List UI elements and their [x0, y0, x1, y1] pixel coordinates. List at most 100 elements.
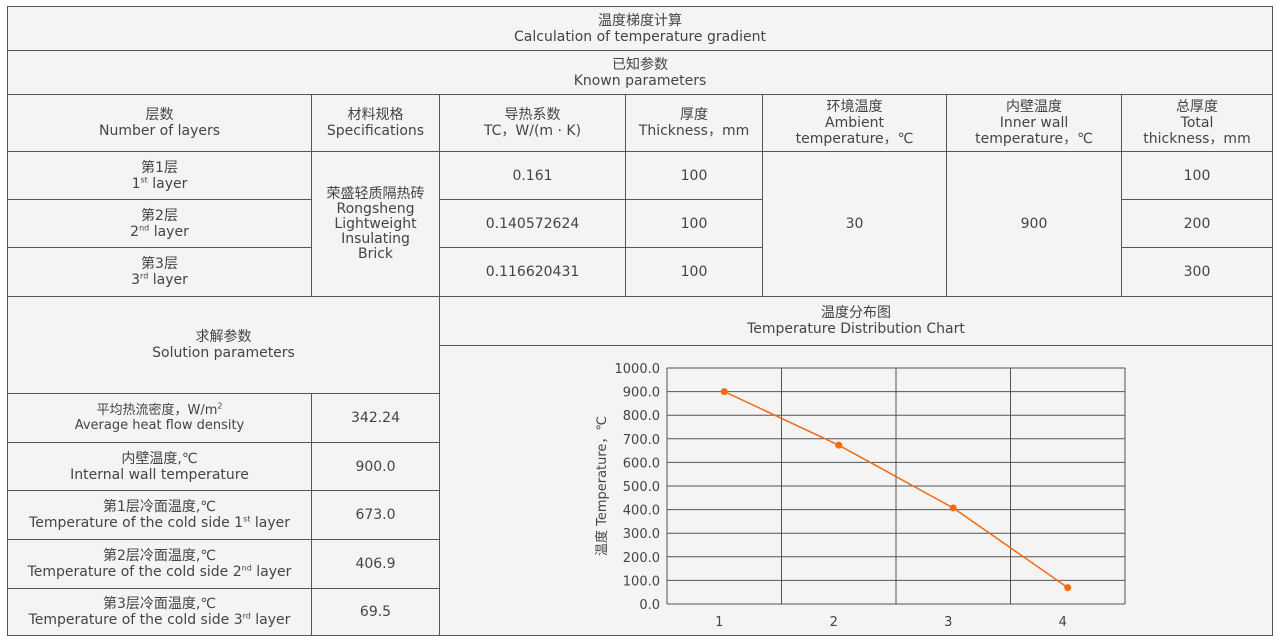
solution-label: 第2层冷面温度,℃ Temperature of the cold side 2n… — [7, 539, 312, 589]
solution-label-zh: 内壁温度,℃ — [121, 450, 198, 467]
layer-sup: st — [140, 174, 148, 184]
header-en: Thickness，mm — [638, 123, 750, 139]
header-ambient: 环境温度 Ambient temperature，℃ — [762, 94, 947, 152]
material-en: Lightweight — [334, 215, 417, 232]
header-zh: 内壁温度 — [1006, 99, 1062, 115]
material-zh: 荣盛轻质隔热砖 — [326, 185, 425, 202]
header-zh: 总厚度 — [1176, 99, 1218, 115]
label-en-tail: layer — [254, 515, 290, 531]
header-en2: temperature，℃ — [975, 131, 1093, 147]
layer-num: 3 — [131, 272, 141, 288]
solution-label-zh: 第1层冷面温度,℃ — [102, 499, 217, 515]
layer-label: 第1层 1st layer — [7, 151, 312, 200]
tc-cell: 0.161 — [439, 151, 626, 200]
header-en2: temperature，℃ — [795, 131, 914, 147]
header-zh: 材料规格 — [347, 107, 404, 123]
solution-value: 342.24 — [311, 393, 440, 443]
label-en-tail: layer — [255, 612, 291, 628]
solution-label-zh: 第2层冷面温度,℃ — [102, 548, 217, 564]
layer-label: 第2层 2nd layer — [7, 199, 312, 248]
layer-word: layer — [153, 223, 189, 240]
solution-label-en: Temperature of the cold side 1st layer — [29, 515, 290, 531]
solution-label: 第3层冷面温度,℃ Temperature of the cold side 3r… — [7, 588, 312, 636]
solution-label-en: Temperature of the cold side 2nd layer — [28, 564, 292, 580]
layer-num: 1 — [131, 175, 141, 192]
header-en2: thickness，mm — [1143, 131, 1251, 147]
header-en: Inner wall — [999, 115, 1069, 131]
layer-word: layer — [152, 272, 188, 288]
layer-num: 2 — [130, 223, 140, 240]
known-en: Known parameters — [573, 72, 707, 89]
solution-label-en: Average heat flow density — [74, 418, 245, 433]
header-en: TC，W/(m · K) — [483, 123, 582, 139]
layer-sup: rd — [140, 271, 149, 281]
layer-sup: nd — [139, 222, 150, 232]
tc-cell: 0.116620431 — [439, 247, 626, 297]
label-sup: nd — [241, 563, 252, 573]
label-sup: rd — [242, 611, 251, 621]
solution-heading: 求解参数 Solution parameters — [7, 296, 440, 394]
header-zh: 导热系数 — [504, 107, 561, 123]
total-cell: 200 — [1121, 199, 1273, 248]
solution-label-en: Internal wall temperature — [70, 466, 249, 483]
known-zh: 已知参数 — [612, 56, 668, 73]
layer-en: 2nd layer — [130, 222, 189, 240]
header-zh: 厚度 — [680, 107, 708, 123]
tc-cell: 0.140572624 — [439, 199, 626, 248]
header-specifications: 材料规格 Specifications — [311, 94, 440, 152]
thickness-cell: 100 — [625, 151, 763, 200]
header-zh: 层数 — [145, 107, 174, 123]
solution-zh: 求解参数 — [195, 329, 252, 345]
header-tc: 导热系数 TC，W/(m · K) — [439, 94, 626, 152]
header-thickness: 厚度 Thickness，mm — [625, 94, 763, 152]
label-zh-text: 平均热流密度，W/m — [96, 403, 218, 418]
solution-value: 673.0 — [311, 490, 440, 540]
title-en: Calculation of temperature gradient — [514, 28, 766, 45]
known-parameters-heading: 已知参数 Known parameters — [7, 50, 1273, 95]
chart-title-zh: 温度分布图 — [821, 305, 891, 321]
chart-title: 温度分布图 Temperature Distribution Chart — [439, 296, 1273, 346]
solution-en: Solution parameters — [152, 345, 295, 361]
label-en-text: Temperature of the cold side 1 — [29, 515, 244, 531]
solution-label-zh: 平均热流密度，W/m2 — [96, 401, 223, 418]
header-zh: 环境温度 — [826, 99, 883, 115]
header-layers: 层数 Number of layers — [7, 94, 312, 152]
label-en-tail: layer — [256, 564, 292, 580]
layer-zh: 第1层 — [141, 159, 178, 176]
chart-title-en: Temperature Distribution Chart — [747, 321, 965, 337]
thickness-cell: 100 — [625, 199, 763, 248]
chart-panel — [439, 345, 1273, 636]
solution-label: 内壁温度,℃ Internal wall temperature — [7, 442, 312, 491]
label-sup: 2 — [217, 401, 223, 411]
header-inner-wall: 内壁温度 Inner wall temperature，℃ — [946, 94, 1122, 152]
title-zh: 温度梯度计算 — [598, 12, 682, 29]
layer-zh: 第2层 — [141, 207, 178, 224]
label-en-text: Temperature of the cold side 3 — [28, 612, 243, 628]
solution-label-zh: 第3层冷面温度,℃ — [102, 596, 217, 612]
layer-en: 1st layer — [131, 174, 188, 192]
layer-word: layer — [152, 175, 188, 192]
material-cell: 荣盛轻质隔热砖 Rongsheng Lightweight Insulating… — [311, 151, 440, 297]
ambient-cell: 30 — [762, 151, 947, 297]
solution-value: 406.9 — [311, 539, 440, 589]
material-en: Insulating — [341, 230, 410, 247]
total-cell: 100 — [1121, 151, 1273, 200]
solution-value: 69.5 — [311, 588, 440, 636]
solution-value: 900.0 — [311, 442, 440, 491]
solution-label-en: Temperature of the cold side 3rd layer — [29, 612, 291, 628]
thickness-cell: 100 — [625, 247, 763, 297]
header-en: Number of layers — [98, 123, 221, 139]
page-title: 温度梯度计算 Calculation of temperature gradie… — [7, 6, 1273, 51]
layer-label: 第3层 3rd layer — [7, 247, 312, 297]
solution-label: 第1层冷面温度,℃ Temperature of the cold side 1s… — [7, 490, 312, 540]
material-en: Brick — [357, 245, 394, 262]
total-cell: 300 — [1121, 247, 1273, 297]
layer-en: 3rd layer — [131, 272, 188, 288]
layer-zh: 第3层 — [141, 256, 178, 272]
label-sup: st — [243, 514, 251, 524]
inner-wall-cell: 900 — [946, 151, 1122, 297]
header-en: Total — [1180, 115, 1214, 131]
material-en: Rongsheng — [336, 200, 415, 217]
header-en: Ambient — [825, 115, 884, 131]
label-en-text: Temperature of the cold side 2 — [27, 564, 242, 580]
